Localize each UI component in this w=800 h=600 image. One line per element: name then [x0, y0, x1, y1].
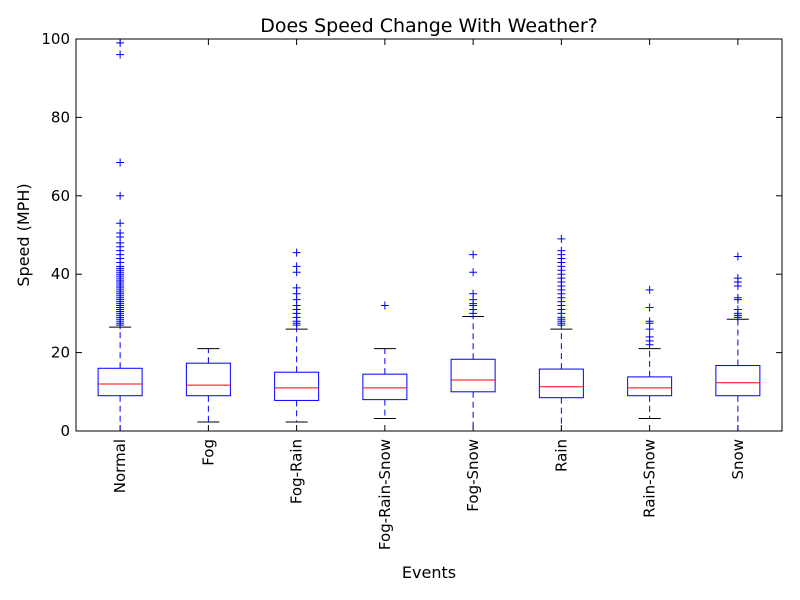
- plot-layer: 0 20 40 60 80 100 Normal Fog Fog-Rain Fog-Rain-Sn…: [41, 30, 782, 550]
- box: [274, 371, 320, 401]
- flier-point: [116, 229, 125, 238]
- flier-point: [116, 219, 125, 228]
- x-tick-label: Rain-Snow: [641, 439, 659, 518]
- flier-point: [116, 158, 125, 167]
- box: [362, 373, 408, 401]
- flier-point: [116, 191, 125, 200]
- flier-point: [292, 262, 301, 271]
- x-tick-label: Fog-Rain: [288, 439, 306, 504]
- box: [715, 365, 761, 397]
- flier-point: [116, 50, 125, 59]
- flier-point: [557, 246, 566, 255]
- y-tick-label: 80: [51, 108, 70, 126]
- y-tick-label: 60: [51, 187, 70, 205]
- flier-point: [645, 332, 654, 341]
- flier-point: [292, 248, 301, 257]
- flier-point: [116, 38, 125, 47]
- y-tick-label: 0: [60, 422, 70, 440]
- y-tick-label: 100: [41, 30, 70, 48]
- flier-point: [733, 305, 742, 314]
- y-tick-label: 20: [51, 344, 70, 362]
- flier-point: [645, 317, 654, 326]
- x-tick-label: Rain: [552, 439, 570, 472]
- flier-point: [557, 234, 566, 243]
- box: [450, 358, 496, 393]
- flier-point: [733, 293, 742, 302]
- box: [627, 376, 673, 397]
- box: [97, 367, 143, 397]
- flier-point: [469, 268, 478, 277]
- plot-frame: [75, 38, 783, 432]
- x-tick-label: Snow: [729, 439, 747, 479]
- flier-point: [645, 285, 654, 294]
- x-tick-label: Fog-Rain-Snow: [376, 439, 394, 550]
- x-axis-title: Events: [402, 563, 456, 582]
- x-tick-label: Fog: [199, 439, 217, 466]
- flier-point: [380, 301, 389, 310]
- flier-point: [292, 283, 301, 292]
- flier-point: [469, 289, 478, 298]
- box: [538, 368, 584, 399]
- y-tick-label: 40: [51, 265, 70, 283]
- flier-point: [733, 274, 742, 283]
- flier-point: [469, 250, 478, 259]
- y-axis-title: Speed (MPH): [14, 183, 33, 286]
- chart-title: Does Speed Change With Weather?: [260, 15, 598, 37]
- box: [185, 362, 231, 397]
- flier-point: [733, 252, 742, 261]
- x-tick-label: Fog-Snow: [464, 439, 482, 512]
- x-tick-label: Normal: [111, 439, 129, 493]
- flier-point: [645, 303, 654, 312]
